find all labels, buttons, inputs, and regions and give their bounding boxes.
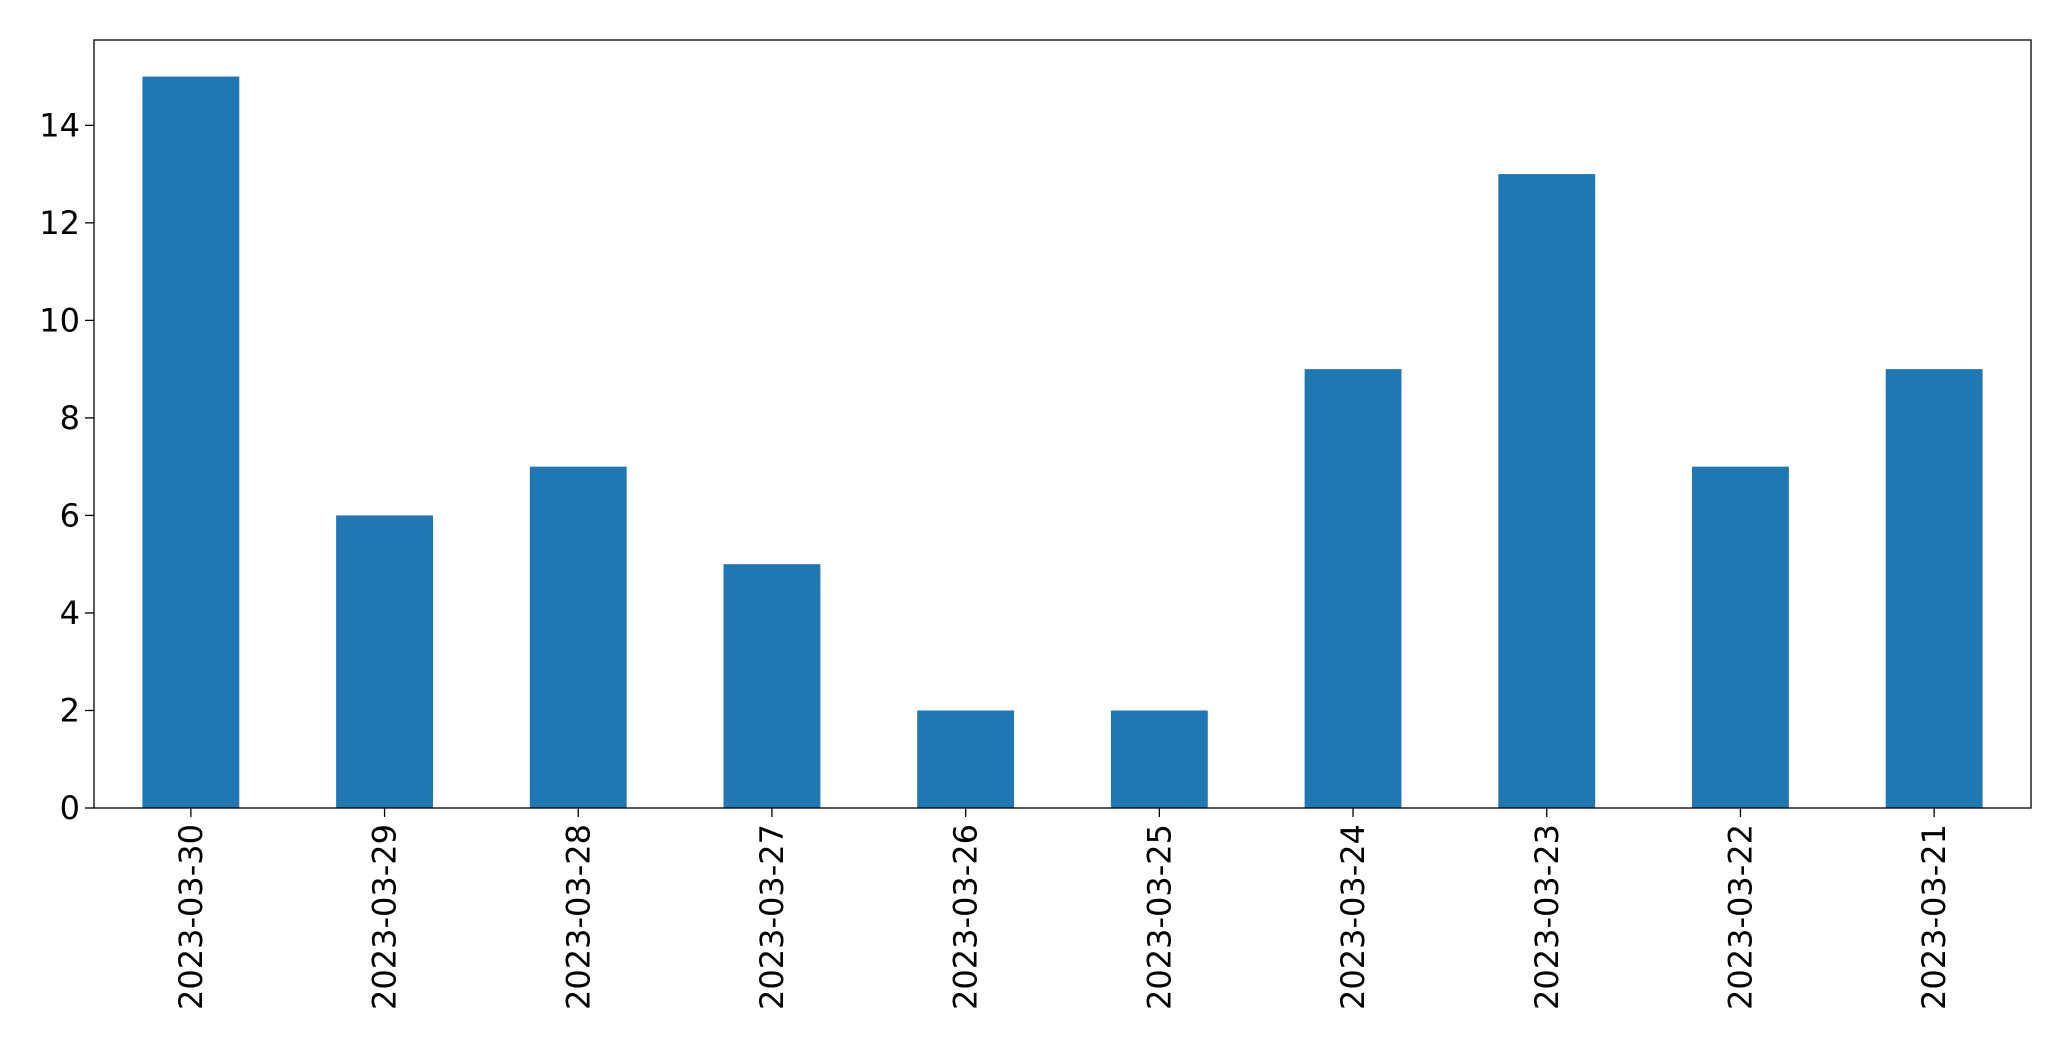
x-tick-label: 2023-03-25 (1140, 824, 1178, 1010)
y-tick-label: 4 (60, 594, 80, 632)
y-tick-label: 8 (60, 399, 80, 437)
bar (529, 466, 627, 808)
x-tick-label: 2023-03-23 (1528, 824, 1566, 1010)
y-tick-label: 0 (60, 789, 80, 827)
x-tick-label: 2023-03-22 (1721, 824, 1759, 1010)
x-tick-label: 2023-03-28 (559, 824, 597, 1010)
bar (336, 515, 433, 808)
y-tick-label: 6 (60, 496, 80, 534)
x-tick-label: 2023-03-24 (1334, 824, 1372, 1010)
bar (1110, 710, 1208, 808)
x-tick-label: 2023-03-26 (947, 824, 985, 1010)
y-tick-label: 2 (60, 691, 80, 729)
bar (1885, 369, 1983, 808)
y-tick-label: 10 (39, 301, 80, 339)
x-tick-label: 2023-03-29 (366, 824, 404, 1010)
y-tick-label: 14 (39, 106, 80, 144)
bar (917, 710, 1015, 808)
x-tick-label: 2023-03-30 (172, 824, 210, 1010)
bar (1498, 174, 1596, 809)
plot-frame (93, 39, 2032, 809)
bar (1692, 466, 1789, 808)
bar (1304, 369, 1402, 808)
bar (723, 564, 821, 808)
x-tick-label: 2023-03-21 (1915, 824, 1953, 1010)
bar (142, 76, 240, 809)
y-tick-label: 12 (39, 204, 80, 242)
x-tick-label: 2023-03-27 (753, 824, 791, 1010)
